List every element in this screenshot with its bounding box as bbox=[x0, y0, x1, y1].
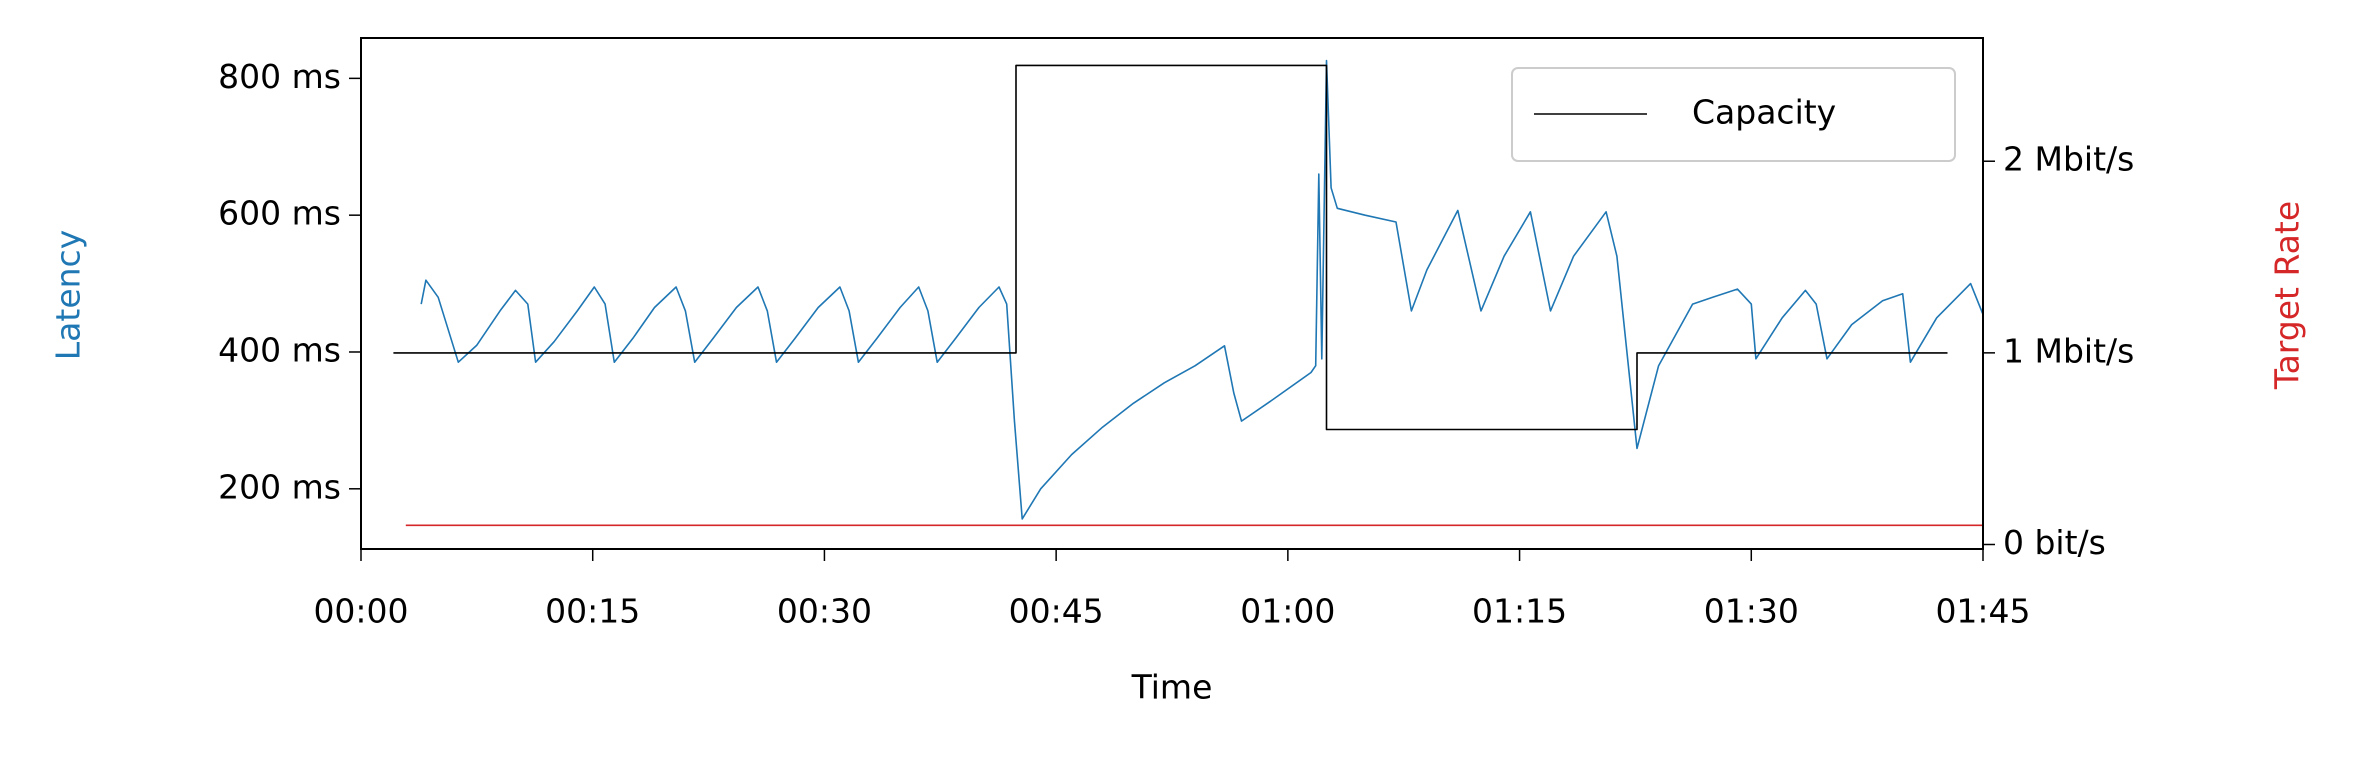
x-tick-label: 00:00 bbox=[313, 592, 408, 631]
x-tick-label: 01:00 bbox=[1240, 592, 1335, 631]
x-tick-label: 00:30 bbox=[777, 592, 872, 631]
x-tick-label: 01:45 bbox=[1935, 592, 2030, 631]
y2-axis-label: Target Rate bbox=[2268, 201, 2307, 390]
y-axis-label: Latency bbox=[49, 230, 88, 360]
legend-label: Capacity bbox=[1692, 93, 1836, 132]
y-tick-label: 600 ms bbox=[218, 194, 341, 233]
series-line bbox=[393, 64, 1948, 431]
y2-tick-label: 1 Mbit/s bbox=[2003, 331, 2134, 370]
y-tick-label: 400 ms bbox=[218, 330, 341, 369]
y-tick-label: 200 ms bbox=[218, 467, 341, 506]
y2-tick-label: 0 bit/s bbox=[2003, 523, 2106, 562]
plot-frame bbox=[360, 37, 1984, 550]
legend-box bbox=[1511, 67, 1956, 162]
y-tick-label: 800 ms bbox=[218, 57, 341, 96]
y2-tick-label: 2 Mbit/s bbox=[2003, 140, 2134, 179]
x-tick-label: 01:30 bbox=[1704, 592, 1799, 631]
series-line bbox=[420, 59, 1984, 520]
x-tick-label: 00:45 bbox=[1009, 592, 1104, 631]
x-tick-label: 00:15 bbox=[545, 592, 640, 631]
x-axis-label: Time bbox=[1131, 668, 1213, 707]
x-tick-label: 01:15 bbox=[1472, 592, 1567, 631]
